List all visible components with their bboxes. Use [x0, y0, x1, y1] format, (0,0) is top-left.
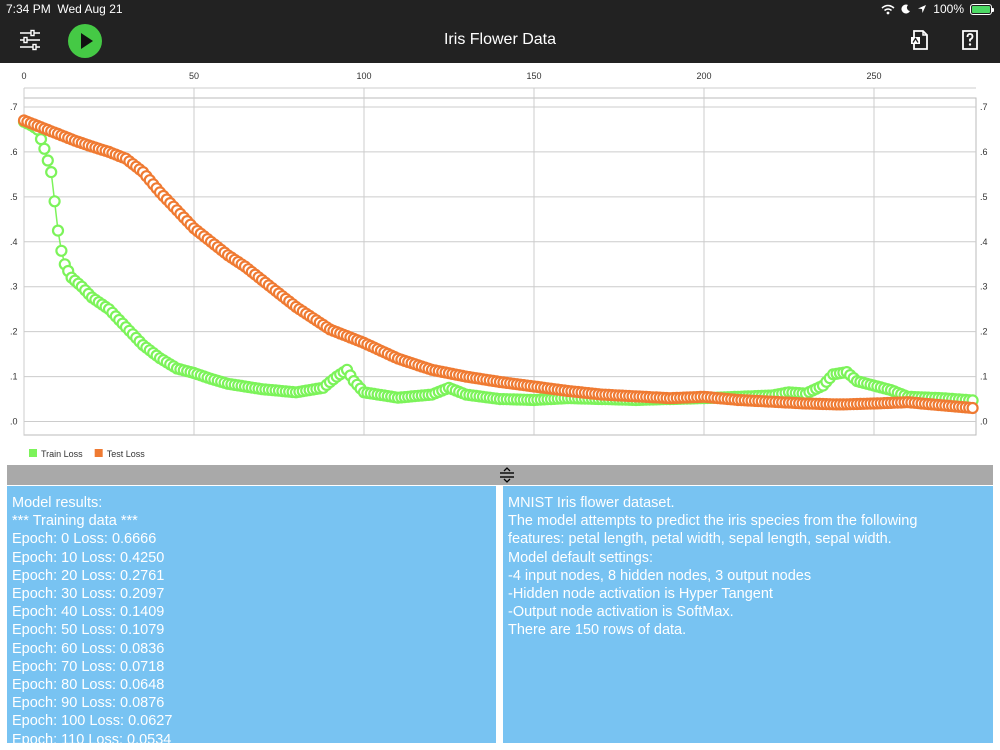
legend-label: Train Loss	[41, 449, 83, 459]
x-tick-label: 50	[189, 71, 199, 81]
y-tick-label-right: .6	[980, 147, 988, 157]
y-tick-label-left: .1	[10, 372, 18, 382]
x-tick-label: 200	[696, 71, 711, 81]
info-line: The model attempts to predict the iris s…	[508, 513, 918, 530]
series-point-1	[966, 401, 979, 415]
y-tick-label-left: .0	[10, 417, 18, 427]
chart-ticks: 0 50 100 150 200 250 .0 .0 .1 .1 .2 .2 .3 .3 .4 .4 .5 .5.…	[10, 71, 988, 427]
results-line: Epoch: 50 Loss: 0.1079	[12, 622, 165, 639]
info-line: -Output node activation is SoftMax.	[508, 604, 734, 621]
results-line: Epoch: 60 Loss: 0.0836	[12, 640, 165, 657]
results-line: Epoch: 40 Loss: 0.1409	[12, 604, 165, 621]
x-tick-label: 0	[21, 71, 26, 81]
results-line: Epoch: 110 Loss: 0.0534	[12, 731, 172, 743]
sliders-icon[interactable]	[18, 28, 42, 52]
info-line: -4 input nodes, 8 hidden nodes, 3 output…	[508, 567, 812, 584]
results-line: Epoch: 10 Loss: 0.4250	[12, 549, 165, 566]
y-tick-label-left: .3	[10, 282, 18, 292]
chart-legend: Train Loss Test Loss	[29, 449, 145, 459]
status-time-text: 7:34 PM	[6, 2, 51, 16]
series-point-0	[55, 244, 68, 257]
status-date-text: Wed Aug 21	[57, 2, 123, 16]
status-time: 7:34 PM Wed Aug 21	[6, 2, 123, 16]
series-point-0	[45, 165, 58, 179]
results-line: Epoch: 20 Loss: 0.2761	[12, 567, 165, 584]
y-tick-label-left: .6	[10, 147, 18, 157]
y-tick-label-left: .4	[10, 237, 18, 247]
panel-splitter[interactable]	[7, 465, 993, 485]
legend-swatch	[29, 449, 37, 457]
results-line: Epoch: 80 Loss: 0.0648	[12, 677, 165, 694]
play-button[interactable]	[68, 24, 102, 58]
info-line: features: petal length, petal width, sep…	[508, 531, 892, 548]
info-line: MNIST Iris flower dataset.	[508, 495, 675, 511]
series-point-0	[34, 132, 48, 146]
battery-percent: 100%	[933, 2, 964, 16]
results-line: Epoch: 70 Loss: 0.0718	[12, 658, 165, 675]
legend-label: Test Loss	[107, 449, 146, 459]
top-bar: 7:34 PM Wed Aug 21 100% Iris Flower Data	[0, 0, 1000, 63]
y-tick-label-left: .5	[10, 192, 18, 202]
y-tick-label-right: .7	[980, 102, 988, 112]
y-tick-label-right: .5	[980, 192, 988, 202]
x-tick-label: 150	[526, 71, 541, 81]
legend-swatch	[94, 449, 103, 457]
x-tick-label: 250	[866, 71, 881, 81]
series-point-0	[48, 195, 61, 208]
status-right: 100%	[881, 2, 994, 16]
series-point-0	[51, 224, 65, 237]
info-line: There are 150 rows of data.	[508, 622, 687, 639]
results-line: Epoch: 100 Loss: 0.0627	[12, 713, 173, 730]
help-icon[interactable]	[958, 28, 982, 52]
page-title: Iris Flower Data	[443, 31, 557, 48]
grip-icon	[500, 467, 514, 483]
results-line: Model results:	[12, 495, 103, 511]
x-tick-label: 100	[356, 71, 371, 81]
series-point-0	[41, 154, 54, 167]
y-tick-label-right: .4	[980, 237, 988, 247]
results-line: Epoch: 30 Loss: 0.2097	[12, 586, 165, 603]
y-tick-label-left: .7	[10, 102, 18, 112]
loss-chart: 0 50 100 150 200 250 .0 .0 .1 .1 .2 .2 .3 .3 .4 .4 .5 .5.…	[10, 71, 988, 459]
chart-series	[17, 114, 979, 415]
results-line: *** Training data ***	[12, 513, 138, 530]
info-line: -Hidden node activation is Hyper Tangent	[508, 586, 773, 603]
y-tick-label-left: .2	[10, 327, 18, 337]
series-point-0	[38, 142, 51, 155]
y-tick-label-right: .1	[980, 372, 988, 382]
wifi-icon	[881, 4, 895, 14]
results-panel[interactable]: Model results: *** Training data *** Epoch…	[7, 486, 496, 743]
info-panel[interactable]: MNIST Iris flower dataset. The model atte…	[503, 486, 993, 743]
y-tick-label-right: .0	[980, 417, 988, 427]
y-tick-label-right: .3	[980, 282, 988, 292]
location-icon	[918, 5, 927, 13]
results-line: Epoch: 0 Loss: 0.6666	[12, 531, 157, 548]
export-icon[interactable]	[908, 28, 932, 52]
battery-icon	[970, 3, 994, 15]
moon-icon	[901, 4, 911, 14]
y-tick-label-right: .2	[980, 327, 988, 337]
info-line: Model default settings:	[508, 549, 654, 566]
results-line: Epoch: 90 Loss: 0.0876	[12, 695, 165, 712]
